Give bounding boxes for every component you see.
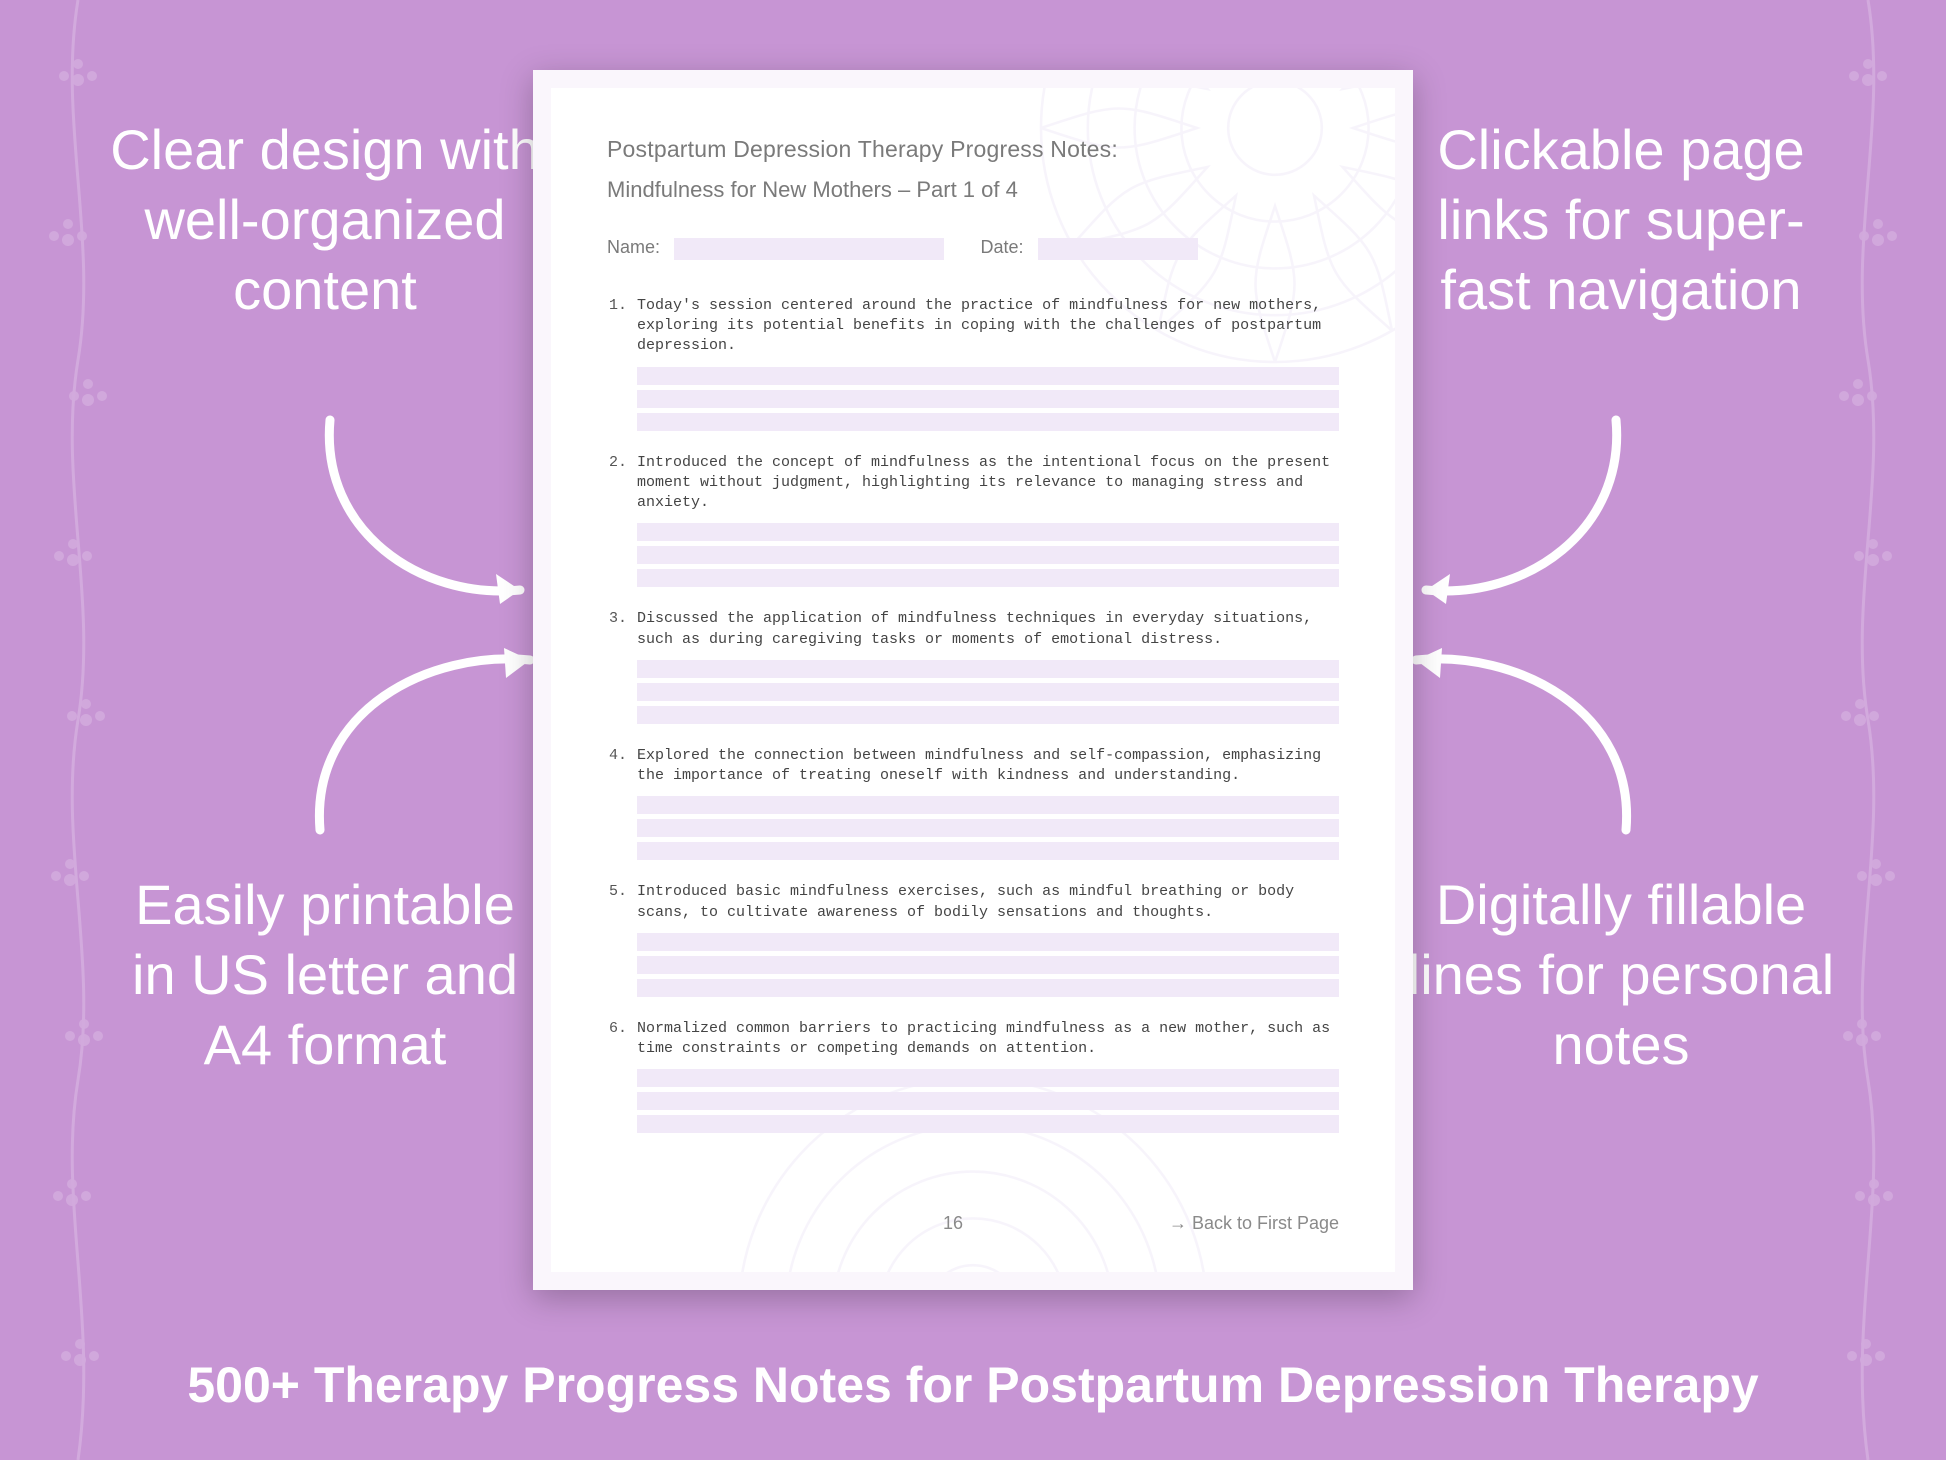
note-item-number: 2. bbox=[607, 453, 627, 588]
note-fill-line[interactable] bbox=[637, 367, 1339, 385]
date-input[interactable] bbox=[1038, 238, 1198, 260]
note-item-number: 3. bbox=[607, 609, 627, 724]
meta-row: Name: Date: bbox=[607, 237, 1339, 260]
document-inner: Postpartum Depression Therapy Progress N… bbox=[551, 88, 1395, 1272]
note-fill-lines[interactable] bbox=[637, 523, 1339, 587]
note-fill-lines[interactable] bbox=[637, 367, 1339, 431]
note-fill-lines[interactable] bbox=[637, 933, 1339, 997]
note-item: 6.Normalized common barriers to practici… bbox=[607, 1019, 1339, 1134]
note-fill-lines[interactable] bbox=[637, 1069, 1339, 1133]
callout-bottom-left: Easily printable in US letter and A4 for… bbox=[110, 870, 540, 1080]
note-fill-line[interactable] bbox=[637, 933, 1339, 951]
name-input[interactable] bbox=[674, 238, 944, 260]
note-item-number: 6. bbox=[607, 1019, 627, 1134]
promo-canvas: Clear design with well-organized content… bbox=[0, 0, 1946, 1460]
note-item: 4.Explored the connection between mindfu… bbox=[607, 746, 1339, 861]
note-item-text: Explored the connection between mindfuln… bbox=[637, 746, 1339, 787]
note-fill-line[interactable] bbox=[637, 546, 1339, 564]
note-item-body: Discussed the application of mindfulness… bbox=[637, 609, 1339, 724]
notes-list: 1.Today's session centered around the pr… bbox=[607, 296, 1339, 1134]
note-fill-line[interactable] bbox=[637, 1069, 1339, 1087]
note-item-number: 1. bbox=[607, 296, 627, 431]
document-page: Postpartum Depression Therapy Progress N… bbox=[533, 70, 1413, 1290]
callout-top-left: Clear design with well-organized content bbox=[110, 115, 540, 325]
date-field-group: Date: bbox=[980, 237, 1197, 260]
note-item-text: Normalized common barriers to practicing… bbox=[637, 1019, 1339, 1060]
document-title: Postpartum Depression Therapy Progress N… bbox=[607, 136, 1339, 163]
callout-top-right: Clickable page links for super-fast navi… bbox=[1406, 115, 1836, 325]
note-fill-line[interactable] bbox=[637, 660, 1339, 678]
note-fill-lines[interactable] bbox=[637, 796, 1339, 860]
page-number: 16 bbox=[943, 1213, 963, 1234]
note-fill-lines[interactable] bbox=[637, 660, 1339, 724]
date-label: Date: bbox=[980, 237, 1023, 257]
note-fill-line[interactable] bbox=[637, 796, 1339, 814]
arrow-top-left bbox=[300, 390, 560, 650]
note-item-text: Discussed the application of mindfulness… bbox=[637, 609, 1339, 650]
note-item-number: 4. bbox=[607, 746, 627, 861]
arrow-bottom-left-up bbox=[290, 620, 560, 860]
note-item-body: Introduced basic mindfulness exercises, … bbox=[637, 882, 1339, 997]
page-footer: 16 → Back to First Page bbox=[607, 1213, 1339, 1234]
arrow-top-right bbox=[1386, 390, 1646, 650]
note-fill-line[interactable] bbox=[637, 1092, 1339, 1110]
note-item-text: Today's session centered around the prac… bbox=[637, 296, 1339, 357]
note-item-number: 5. bbox=[607, 882, 627, 997]
note-fill-line[interactable] bbox=[637, 1115, 1339, 1133]
note-fill-line[interactable] bbox=[637, 706, 1339, 724]
note-item-text: Introduced the concept of mindfulness as… bbox=[637, 453, 1339, 514]
note-fill-line[interactable] bbox=[637, 979, 1339, 997]
note-fill-line[interactable] bbox=[637, 683, 1339, 701]
back-to-first-link[interactable]: → Back to First Page bbox=[1119, 1213, 1339, 1234]
note-item-text: Introduced basic mindfulness exercises, … bbox=[637, 882, 1339, 923]
note-item: 1.Today's session centered around the pr… bbox=[607, 296, 1339, 431]
note-item-body: Normalized common barriers to practicing… bbox=[637, 1019, 1339, 1134]
note-item: 5.Introduced basic mindfulness exercises… bbox=[607, 882, 1339, 997]
callout-bottom-right: Digitally fillable lines for personal no… bbox=[1406, 870, 1836, 1080]
arrow-bottom-right-up bbox=[1386, 620, 1656, 860]
name-label: Name: bbox=[607, 237, 660, 257]
note-fill-line[interactable] bbox=[637, 523, 1339, 541]
note-fill-line[interactable] bbox=[637, 842, 1339, 860]
name-field-group: Name: bbox=[607, 237, 944, 260]
document-subtitle: Mindfulness for New Mothers – Part 1 of … bbox=[607, 177, 1339, 203]
note-item-body: Explored the connection between mindfuln… bbox=[637, 746, 1339, 861]
note-fill-line[interactable] bbox=[637, 819, 1339, 837]
note-item: 3.Discussed the application of mindfulne… bbox=[607, 609, 1339, 724]
note-item-body: Today's session centered around the prac… bbox=[637, 296, 1339, 431]
note-item-body: Introduced the concept of mindfulness as… bbox=[637, 453, 1339, 588]
note-fill-line[interactable] bbox=[637, 390, 1339, 408]
note-fill-line[interactable] bbox=[637, 569, 1339, 587]
note-fill-line[interactable] bbox=[637, 956, 1339, 974]
note-item: 2.Introduced the concept of mindfulness … bbox=[607, 453, 1339, 588]
bottom-banner: 500+ Therapy Progress Notes for Postpart… bbox=[0, 1356, 1946, 1414]
note-fill-line[interactable] bbox=[637, 413, 1339, 431]
